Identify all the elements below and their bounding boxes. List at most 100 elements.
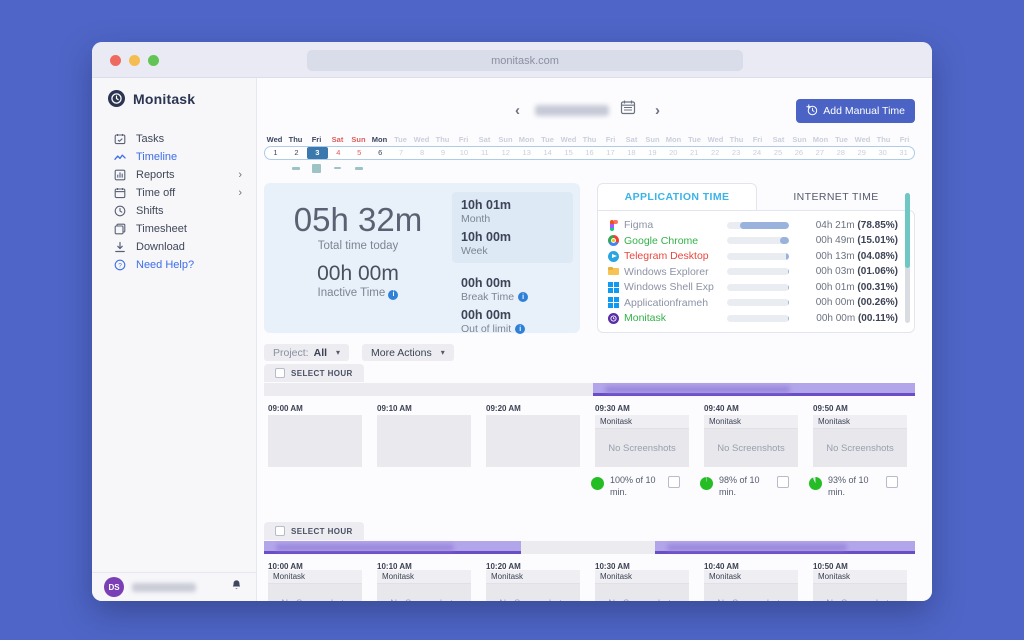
day-cell-22[interactable]: 22 (710, 148, 720, 157)
day-cell-1[interactable]: 1 (273, 148, 278, 157)
day-cell-9[interactable]: 9 (440, 148, 446, 157)
select-hour-toggle[interactable]: SELECT HOUR (264, 522, 364, 540)
screenshot-checkbox[interactable] (668, 476, 680, 488)
app-usage-row[interactable]: Telegram Desktop 00h 13m (04.08%) (608, 249, 898, 263)
day-cell-27[interactable]: 27 (815, 148, 825, 157)
day-cell-26[interactable]: 26 (794, 148, 804, 157)
sidebar-item-reports[interactable]: Reports › (92, 166, 256, 184)
sidebar-item-timesheet[interactable]: Timesheet (92, 220, 256, 238)
day-name: Sun (498, 135, 513, 144)
day-name: Tue (688, 135, 701, 144)
day-cell-14[interactable]: 14 (543, 148, 552, 157)
app-usage-time: 00h 00m (00.26%) (815, 297, 898, 308)
select-hour-toggle[interactable]: SELECT HOUR (264, 364, 364, 382)
info-icon[interactable]: i (515, 324, 526, 334)
day-cell-7[interactable]: 7 (399, 148, 404, 157)
info-icon[interactable]: i (388, 289, 399, 300)
sidebar-item-download[interactable]: Download (92, 238, 256, 256)
app-usage-row[interactable]: Google Chrome 00h 49m (15.01%) (608, 234, 898, 248)
help-icon: ? (114, 259, 126, 271)
day-cell-3[interactable]: 3 (306, 147, 328, 159)
next-date-button[interactable]: › (655, 102, 660, 119)
avatar[interactable]: DS (104, 577, 124, 597)
day-cell-2[interactable]: 2 (294, 148, 299, 157)
app-usage-row[interactable]: Monitask 00h 00m (00.11%) (608, 311, 898, 325)
day-cell-15[interactable]: 15 (564, 148, 573, 157)
tracked-time-segment[interactable] (264, 541, 522, 554)
select-hour-checkbox[interactable] (275, 368, 285, 378)
app-logo[interactable]: Monitask (92, 78, 256, 107)
minimize-window-button[interactable] (129, 55, 140, 66)
app-usage-row[interactable]: Windows Shell Exp 00h 01m (00.31%) (608, 280, 898, 294)
screenshot-checkbox[interactable] (886, 476, 898, 488)
sidebar-item-time-off[interactable]: Time off › (92, 184, 256, 202)
close-window-button[interactable] (110, 55, 121, 66)
more-actions-dropdown[interactable]: More Actions ▾ (362, 344, 454, 361)
sidebar-item-timeline[interactable]: Timeline (92, 148, 256, 166)
day-cell-19[interactable]: 19 (648, 148, 657, 157)
app-usage-time: 00h 00m (00.11%) (816, 312, 898, 324)
app-name: Google Chrome (624, 234, 699, 247)
screenshot-checkbox[interactable] (777, 476, 789, 488)
day-cell-8[interactable]: 8 (419, 148, 425, 157)
info-icon[interactable]: i (518, 292, 529, 302)
day-cell-30[interactable]: 30 (878, 148, 887, 157)
select-hour-checkbox[interactable] (275, 526, 285, 536)
add-time-icon (806, 103, 818, 119)
day-cell-16[interactable]: 16 (585, 148, 594, 157)
day-name: Wed (707, 135, 724, 144)
zoom-window-button[interactable] (148, 55, 159, 66)
sidebar-item-need-help[interactable]: ? Need Help? (92, 256, 256, 274)
app-usage-row[interactable]: Applicationframeh 00h 00m (00.26%) (608, 296, 898, 310)
sidebar-item-shifts[interactable]: Shifts (92, 202, 256, 220)
day-cell-21[interactable]: 21 (690, 148, 699, 157)
apps-scrollbar[interactable] (905, 193, 910, 323)
day-cell-25[interactable]: 25 (773, 148, 783, 157)
tab-application-time[interactable]: APPLICATION TIME (597, 183, 757, 210)
day-name: Fri (458, 135, 469, 144)
hour-timeline-track[interactable] (264, 541, 915, 554)
day-cell-6[interactable]: 6 (378, 148, 383, 157)
day-cell-4[interactable]: 4 (336, 148, 341, 157)
calendar-picker-icon[interactable] (620, 99, 636, 120)
day-cell-17[interactable]: 17 (606, 148, 615, 157)
tracked-time-segment[interactable] (592, 383, 915, 396)
chevron-down-icon: ▾ (336, 348, 341, 357)
hour-timeline-track[interactable] (264, 383, 915, 396)
day-cell-5[interactable]: 5 (357, 148, 362, 157)
app-usage-bar (727, 314, 789, 322)
app-usage-row[interactable]: Windows Explorer 00h 03m (01.06%) (608, 265, 898, 279)
day-cell-18[interactable]: 18 (627, 148, 636, 157)
day-cell-20[interactable]: 20 (669, 148, 678, 157)
tracked-time-segment[interactable] (655, 541, 915, 554)
day-cell-24[interactable]: 24 (752, 148, 762, 157)
day-cell-11[interactable]: 11 (480, 148, 489, 157)
project-filter-dropdown[interactable]: Project: All ▾ (264, 344, 350, 361)
day-cell-13[interactable]: 13 (522, 148, 531, 157)
prev-date-button[interactable]: ‹ (515, 102, 520, 119)
day-cell-31[interactable]: 31 (899, 148, 908, 157)
url-bar[interactable]: monitask.com (307, 50, 743, 71)
app-usage-row[interactable]: Figma 04h 21m (78.85%) (608, 218, 898, 232)
sidebar-item-tasks[interactable]: Tasks (92, 130, 256, 148)
slot-time-label: 10:30 AM (595, 562, 630, 571)
day-cell-23[interactable]: 23 (731, 148, 741, 157)
day-cell-28[interactable]: 28 (836, 148, 845, 157)
app-usage-time: 00h 03m (01.06%) (815, 266, 898, 277)
add-manual-time-button[interactable]: Add Manual Time (796, 99, 915, 123)
tab-internet-time[interactable]: INTERNET TIME (793, 190, 879, 203)
day-cell-12[interactable]: 12 (501, 148, 510, 157)
notifications-bell-icon[interactable] (231, 578, 242, 596)
day-cell-10[interactable]: 10 (459, 148, 469, 157)
project-label-redacted (276, 544, 454, 551)
day-cell-29[interactable]: 29 (857, 148, 866, 157)
